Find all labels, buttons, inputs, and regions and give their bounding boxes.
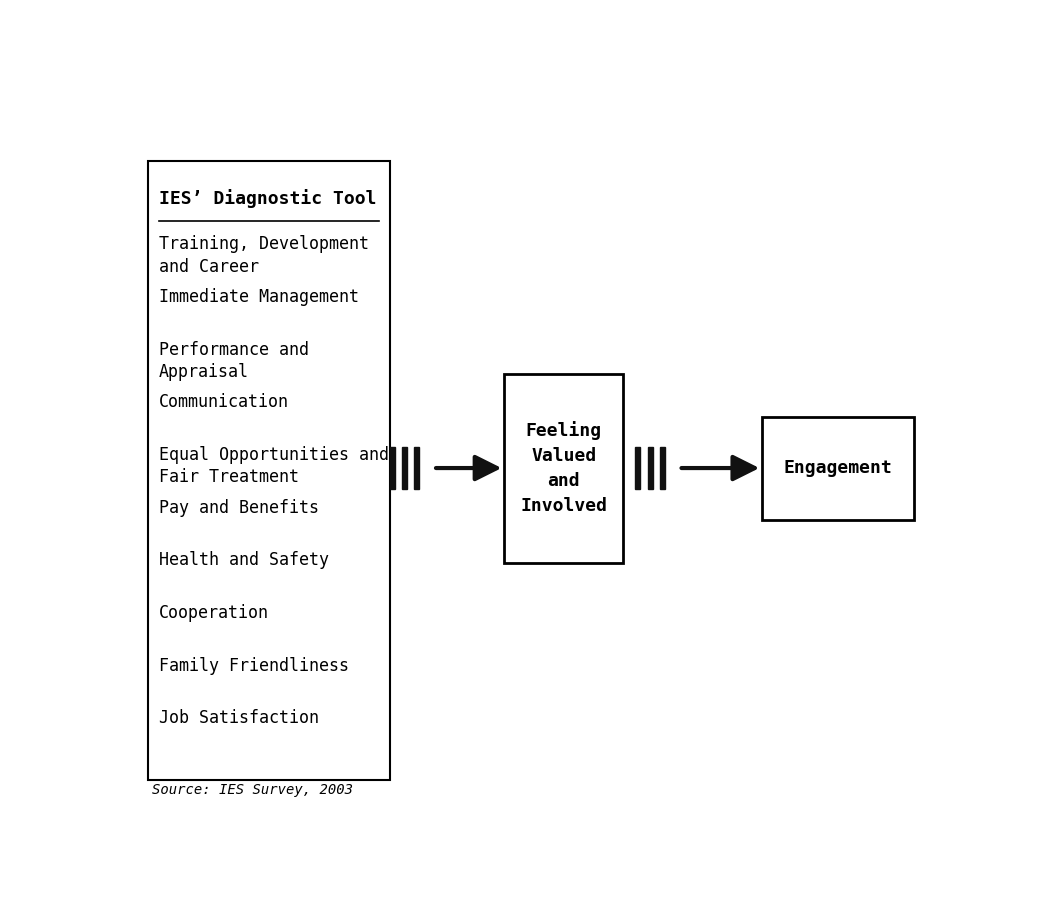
Text: Feeling
Valued
and
Involved: Feeling Valued and Involved <box>521 421 607 516</box>
Text: IES’ Diagnostic Tool: IES’ Diagnostic Tool <box>159 189 377 208</box>
Bar <box>660 446 665 490</box>
Text: Performance and
Appraisal: Performance and Appraisal <box>159 341 309 381</box>
Bar <box>390 446 395 490</box>
Text: Cooperation: Cooperation <box>159 604 269 622</box>
Text: Job Satisfaction: Job Satisfaction <box>159 710 319 727</box>
Text: Equal Opportunities and
Fair Treatment: Equal Opportunities and Fair Treatment <box>159 446 389 486</box>
Text: Communication: Communication <box>159 394 289 411</box>
Bar <box>402 446 407 490</box>
Text: Pay and Benefits: Pay and Benefits <box>159 499 319 517</box>
Text: Health and Safety: Health and Safety <box>159 552 329 569</box>
Bar <box>148 161 390 780</box>
Text: Training, Development
and Career: Training, Development and Career <box>159 236 369 275</box>
Bar <box>505 374 623 563</box>
Text: Engagement: Engagement <box>784 459 892 478</box>
Bar <box>647 446 653 490</box>
Text: Family Friendliness: Family Friendliness <box>159 657 348 675</box>
Text: Source: IES Survey, 2003: Source: IES Survey, 2003 <box>152 784 354 797</box>
Bar <box>414 446 419 490</box>
Text: Immediate Management: Immediate Management <box>159 288 359 306</box>
Bar <box>762 417 913 520</box>
Bar <box>636 446 640 490</box>
